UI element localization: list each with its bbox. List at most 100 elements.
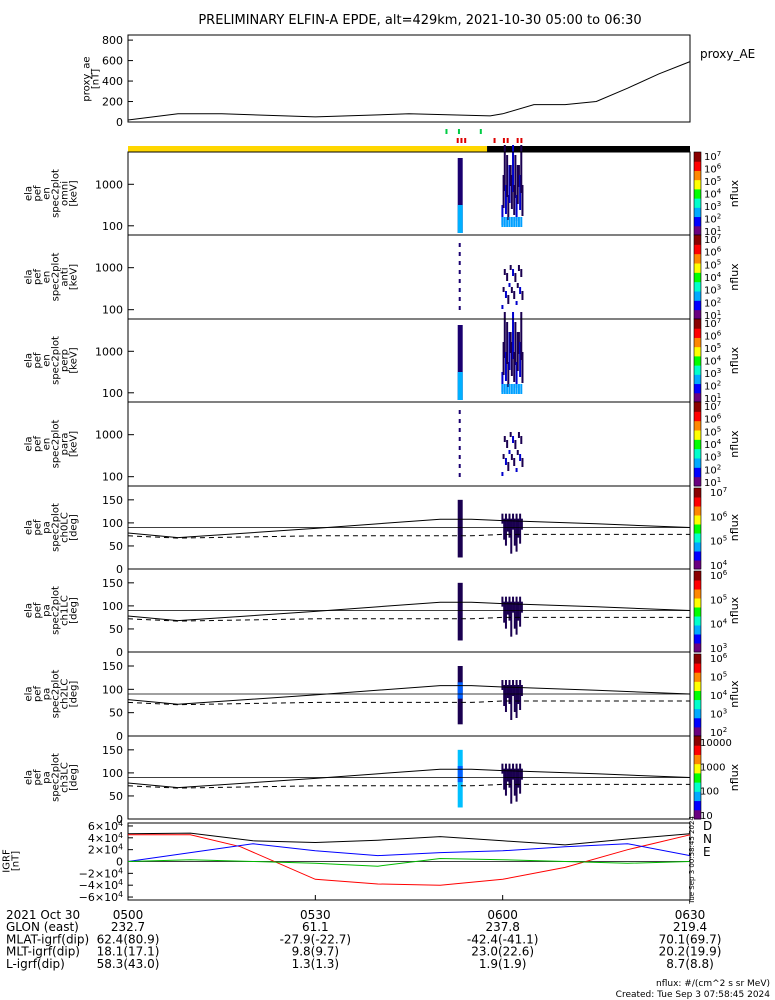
flux-block bbox=[457, 456, 463, 484]
colorbar-segment bbox=[694, 580, 701, 590]
igrf-tick-label: −6×104 bbox=[79, 890, 123, 905]
anti-loss-cone-line bbox=[127, 700, 690, 706]
time-axis-table: 2021 Oct 30 0500 0530 0600 0630 GLON (east) 23… bbox=[6, 895, 721, 971]
colorbar-tick-label: 105 bbox=[704, 258, 721, 271]
pa-tick-label: 0 bbox=[116, 646, 123, 659]
flux-speck bbox=[510, 768, 513, 804]
colorbar-label: nflux bbox=[728, 680, 741, 708]
flux-block bbox=[457, 158, 463, 233]
flux-speck bbox=[512, 312, 515, 359]
colorbar-segment bbox=[694, 772, 701, 783]
energy-tick-label: 100 bbox=[102, 220, 123, 233]
energy-ylabel-line: en bbox=[42, 354, 53, 367]
flux-speck bbox=[506, 384, 509, 394]
colorbar-segment bbox=[694, 225, 701, 236]
axis-row-value: 0500 bbox=[113, 908, 144, 922]
plot-title: PRELIMINARY ELFIN-A EPDE, alt=429km, 202… bbox=[198, 13, 641, 28]
flux-speck bbox=[509, 332, 512, 353]
igrf-total-line bbox=[127, 832, 691, 846]
flux-speck bbox=[504, 513, 507, 546]
axis-row-label: GLON (east) bbox=[6, 920, 79, 934]
colorbar-tick-label: 106 bbox=[710, 652, 728, 665]
colorbar-tick-label: 102 bbox=[704, 213, 721, 226]
energy-frame bbox=[127, 318, 691, 403]
igrf-legend-D: D bbox=[703, 819, 712, 833]
flux-speck bbox=[501, 384, 504, 394]
energy-ylabel-line: ela bbox=[24, 269, 35, 284]
flux-speck bbox=[519, 342, 522, 377]
flux-speck bbox=[512, 436, 515, 443]
flux-speck bbox=[512, 145, 515, 192]
flux-speck bbox=[520, 685, 523, 696]
flux-speck bbox=[514, 440, 517, 449]
colorbar-segment bbox=[694, 337, 701, 348]
pa-ylabel-line: ela bbox=[24, 520, 35, 535]
flux-speck bbox=[515, 362, 518, 388]
axis-row-value: 23.0(22.6) bbox=[471, 945, 534, 959]
energy-tick-label: 100 bbox=[102, 304, 123, 317]
pa-tick-label: 0 bbox=[116, 813, 123, 826]
colorbar-segment bbox=[694, 643, 701, 653]
flux-speck bbox=[458, 464, 461, 468]
pa-ylabel-line: pef bbox=[33, 769, 44, 786]
colorbar-segment bbox=[694, 506, 701, 516]
flux-speck bbox=[503, 269, 506, 275]
colorbar-tick-label: 104 bbox=[710, 689, 728, 702]
flux-speck bbox=[458, 270, 461, 274]
energy-panel-0: 1000100elapefenspec2plotomni[keV]1071061… bbox=[24, 145, 741, 238]
pa-colorbar bbox=[693, 735, 702, 820]
pa-ylabel-line: [deg] bbox=[69, 597, 80, 624]
pa-ylabel-line: ela bbox=[24, 603, 35, 618]
flux-speck bbox=[519, 596, 522, 627]
colorbar-segment bbox=[694, 374, 701, 385]
flux-speck bbox=[502, 342, 505, 375]
colorbar-segment bbox=[694, 672, 701, 682]
flux-block bbox=[457, 205, 463, 233]
flux-speck bbox=[503, 217, 506, 227]
colorbar-tick-label: 106 bbox=[704, 413, 722, 426]
flux-speck bbox=[519, 763, 522, 794]
colorbar-frame bbox=[693, 401, 702, 487]
flux-speck bbox=[504, 763, 507, 796]
colorbar-segment bbox=[694, 235, 701, 245]
pa-ylabel-line: ela bbox=[24, 770, 35, 785]
colorbar-segment bbox=[694, 467, 701, 478]
colorbar-frame bbox=[693, 487, 702, 570]
footer-units: nflux: #/(cm^2 s sr MeV) bbox=[656, 979, 770, 989]
flux-speck bbox=[521, 291, 524, 300]
igrf-tick-label: −2×104 bbox=[79, 866, 123, 881]
flux-speck bbox=[510, 287, 513, 293]
energy-frame bbox=[127, 401, 691, 487]
pa-tick-label: 150 bbox=[102, 744, 123, 757]
pa-tick-label: 0 bbox=[116, 730, 123, 743]
flux-speck bbox=[521, 458, 524, 467]
igrf-N-line bbox=[127, 843, 691, 862]
axis-row-value: 20.2(19.9) bbox=[659, 945, 722, 959]
flux-speck bbox=[510, 384, 513, 394]
colorbar-tick-label: 105 bbox=[710, 593, 727, 606]
colorbar-segment bbox=[694, 616, 701, 626]
colorbar-segment bbox=[694, 717, 701, 728]
colorbar-tick-label: 103 bbox=[704, 451, 721, 464]
pa-tick-label: 150 bbox=[102, 577, 123, 590]
flux-speck bbox=[517, 432, 520, 438]
loss-cone-line bbox=[127, 685, 691, 705]
flux-speck bbox=[516, 283, 519, 288]
flux-speck bbox=[520, 269, 523, 277]
ae-frame bbox=[127, 34, 691, 123]
pa-ylabel-line: pa bbox=[42, 771, 53, 783]
flux-speck bbox=[503, 685, 506, 706]
loss-cone-line bbox=[127, 518, 691, 539]
colorbar-segment bbox=[694, 654, 701, 664]
axis-row-value: 70.1(69.7) bbox=[659, 932, 722, 946]
energy-tick-label: 100 bbox=[102, 387, 123, 400]
colorbar-tick-label: 107 bbox=[704, 400, 721, 413]
flux-speck bbox=[504, 291, 507, 298]
flux-speck bbox=[508, 217, 511, 227]
axis-row-value: 9.8(9.7) bbox=[292, 945, 340, 959]
pa-ylabel-line: spec2plot bbox=[51, 753, 62, 802]
